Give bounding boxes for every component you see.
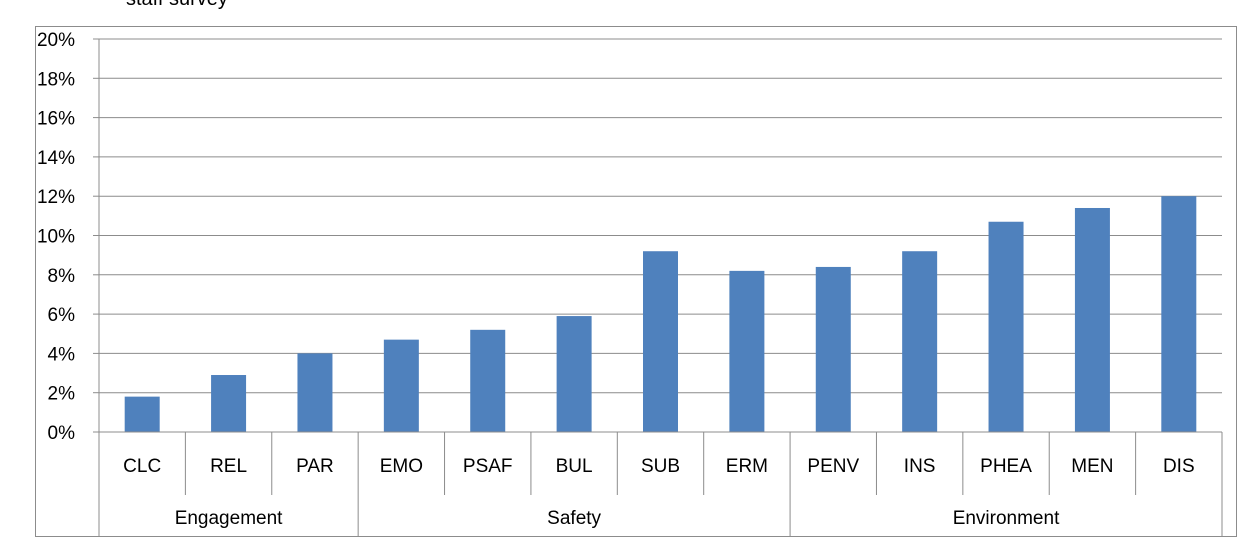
bar-ins [902, 251, 938, 432]
y-tick-label: 16% [37, 109, 75, 130]
bar-phea [988, 221, 1024, 432]
axis-labels: 0% 2% 4% 6% 8% 10% 12% 14% 16% 18% 20% CLC REL PAR EMO… [37, 30, 1195, 529]
group-label: Environment [953, 508, 1060, 529]
x-category-label: REL [210, 456, 247, 477]
x-category-label: PENV [807, 456, 859, 477]
chart-frame [35, 26, 1237, 537]
chart-caption-fragment: staff survey [126, 0, 228, 11]
y-tick-label: 4% [48, 344, 76, 365]
bars [124, 196, 1197, 432]
x-category-label: ERM [726, 456, 768, 477]
x-category-label: BUL [556, 456, 593, 477]
bar-emo [383, 339, 419, 432]
bar-erm [729, 270, 765, 432]
y-tick-label: 0% [48, 423, 76, 444]
group-label: Engagement [175, 508, 283, 529]
bar-penv [815, 266, 851, 432]
x-category-label: PSAF [463, 456, 513, 477]
x-category-label: SUB [641, 456, 680, 477]
y-tick-label: 10% [37, 227, 75, 248]
bar-par [297, 353, 333, 432]
bar-bul [556, 316, 592, 432]
bar-psaf [470, 329, 506, 432]
y-tick-label: 12% [37, 187, 75, 208]
y-tick-label: 14% [37, 148, 75, 169]
y-tick-label: 20% [37, 30, 75, 51]
axes [93, 38, 1223, 537]
x-category-label: MEN [1071, 456, 1113, 477]
x-category-label: EMO [380, 456, 423, 477]
y-tick-label: 18% [37, 69, 75, 90]
x-category-label: CLC [123, 456, 161, 477]
bar-sub [643, 251, 678, 432]
x-category-label: DIS [1163, 456, 1195, 477]
group-label: Safety [547, 508, 601, 529]
bar-dis [1161, 196, 1197, 432]
x-category-label: INS [904, 456, 936, 477]
y-tick-label: 2% [48, 384, 76, 405]
bar-clc [124, 396, 160, 432]
y-tick-label: 8% [48, 266, 76, 287]
x-category-label: PHEA [980, 456, 1032, 477]
bar-rel [211, 375, 247, 432]
bar-men [1074, 207, 1110, 432]
x-category-label: PAR [296, 456, 334, 477]
y-tick-label: 6% [48, 305, 76, 326]
